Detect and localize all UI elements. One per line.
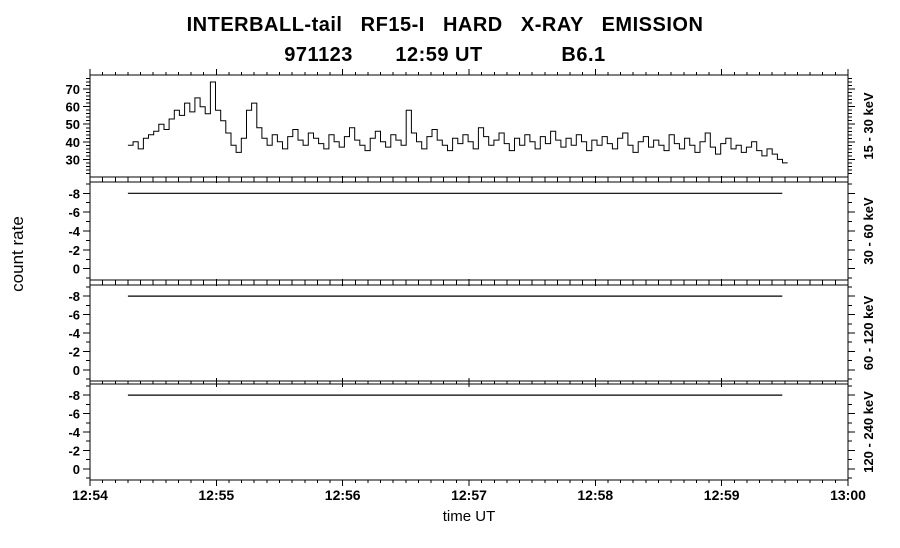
x-tick-label: 12:56 [325,487,361,503]
y-tick-label: 40 [66,135,80,150]
y-tick-label: -8 [68,289,80,304]
y-tick-label: -6 [68,407,80,422]
x-tick-label: 12:54 [72,487,108,503]
x-tick-label: 12:55 [198,487,234,503]
x-tick-label: 12:59 [704,487,740,503]
y-tick-label: 60 [66,100,80,115]
band-label: 30 - 60 keV [861,197,876,265]
y-tick-label: -2 [68,345,80,360]
panel-border [89,284,849,382]
y-tick-label: 70 [66,82,80,97]
y-tick-label: 0 [73,363,80,378]
x-tick-label: 12:57 [451,487,487,503]
figure-subtitle: 971123 12:59 UT B6.1 [284,44,606,66]
band-label: 15 - 30 keV [861,92,876,160]
panel-border [89,181,849,281]
data-series-histogram [127,81,788,164]
x-tick-label: 13:00 [830,487,866,503]
y-tick-label: 50 [66,117,80,132]
y-tick-label: -6 [68,205,80,220]
y-tick-label: -8 [68,186,80,201]
figure-title: INTERBALL-tail RF15-I HARD X-RAY EMISSIO… [186,14,704,36]
panel-border [89,74,849,178]
panel-border [89,383,849,481]
y-tick-label: -6 [68,308,80,323]
y-tick-label: -2 [68,444,80,459]
y-tick-label: 0 [73,262,80,277]
y-tick-label: -2 [68,243,80,258]
band-label: 60 - 120 keV [861,295,876,370]
y-tick-label: -4 [68,425,80,440]
y-tick-label: -8 [68,388,80,403]
y-tick-label: 30 [66,152,80,167]
x-tick-label: 12:58 [577,487,613,503]
band-label: 120 - 240 keV [861,391,876,473]
x-axis-title: time UT [442,508,496,525]
y-tick-label: -4 [68,326,80,341]
y-tick-label: -4 [68,224,80,239]
y-tick-label: 0 [73,462,80,477]
